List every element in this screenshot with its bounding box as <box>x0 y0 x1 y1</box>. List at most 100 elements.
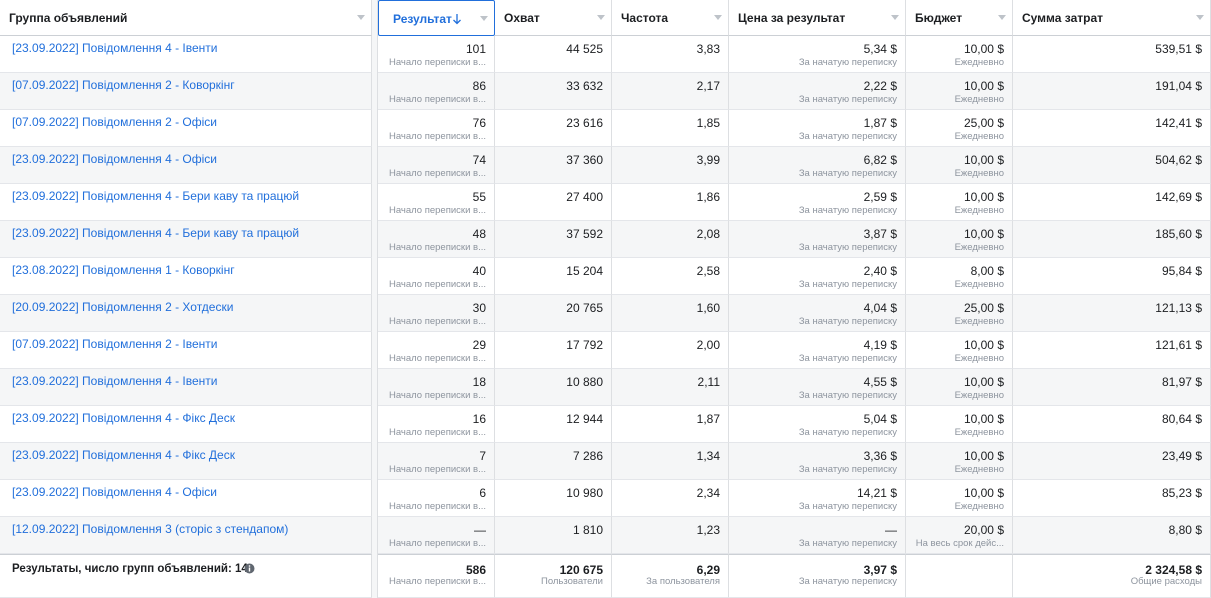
ad-group-link[interactable]: [23.09.2022] Повідомлення 4 - Бери каву … <box>12 226 300 240</box>
column-header[interactable]: Частота <box>612 0 729 36</box>
ad-group-link[interactable]: [07.09.2022] Повідомлення 2 - Івенти <box>12 337 218 351</box>
ad-group-link[interactable]: [23.09.2022] Повідомлення 4 - Івенти <box>12 41 218 55</box>
cell-subtitle: За начатую переписку <box>798 94 897 105</box>
cell-subtitle: Начало переписки в... <box>388 94 486 105</box>
cell-value: 14,21 $ <box>856 486 897 500</box>
cell-subtitle: Начало переписки в... <box>388 168 486 179</box>
dropdown-icon[interactable] <box>998 15 1006 21</box>
cell-value: 10,00 $ <box>963 190 1004 204</box>
cell-value: 191,04 $ <box>1155 79 1202 93</box>
cell-value: 101 <box>465 42 486 56</box>
header-label: Охват <box>504 11 540 25</box>
cell-value: 10,00 $ <box>963 227 1004 241</box>
table-cell: 2,00 <box>612 332 729 369</box>
cell-value: 8,00 $ <box>970 264 1004 278</box>
ad-group-link[interactable]: [07.09.2022] Повідомлення 2 - Коворкінг <box>12 78 235 92</box>
cell-value: 33 632 <box>566 79 603 93</box>
cell-subtitle: Ежедневно <box>954 168 1004 179</box>
cell-value: 1,87 <box>696 412 720 426</box>
table-cell: 74 Начало переписки в... <box>378 147 495 184</box>
table-cell: 2,40 $ За начатую переписку <box>729 258 906 295</box>
table-cell: [20.09.2022] Повідомлення 2 - Хотдески <box>0 295 372 332</box>
cell-value: 6,82 $ <box>863 153 897 167</box>
column-header[interactable]: Результат <box>378 0 495 36</box>
column-header[interactable]: Охват <box>495 0 612 36</box>
table-cell: 40 Начало переписки в... <box>378 258 495 295</box>
cell-value: 539,51 $ <box>1155 42 1202 56</box>
table-cell: 20 765 <box>495 295 612 332</box>
header-label: Частота <box>621 11 669 25</box>
table-cell: 10,00 $ Ежедневно <box>906 480 1013 517</box>
cell-value: 25,00 $ <box>963 301 1004 315</box>
dropdown-icon[interactable] <box>480 16 488 22</box>
table-cell: [23.09.2022] Повідомлення 4 - Івенти <box>0 369 372 406</box>
table-cell: [12.09.2022] Повідомлення 3 (сторіс з ст… <box>0 517 372 554</box>
cell-subtitle: Ежедневно <box>954 427 1004 438</box>
cell-subtitle: Начало переписки в... <box>388 501 486 512</box>
cell-value: 20 765 <box>566 301 603 315</box>
cell-value: 2,59 $ <box>863 190 897 204</box>
table-cell: 10,00 $ Ежедневно <box>906 221 1013 258</box>
cell-value: 23 616 <box>566 116 603 130</box>
ad-group-link[interactable]: [23.09.2022] Повідомлення 4 - Фікс Деск <box>12 411 235 425</box>
table-cell: 10,00 $ Ежедневно <box>906 332 1013 369</box>
cell-value: 55 <box>472 190 486 204</box>
footer-subtitle: За начатую переписку <box>798 576 897 587</box>
table-cell: 81,97 $ <box>1013 369 1211 406</box>
table-cell: 2,08 <box>612 221 729 258</box>
column-header[interactable]: Группа объявлений <box>0 0 372 36</box>
cell-subtitle: Ежедневно <box>954 316 1004 327</box>
cell-subtitle: За начатую переписку <box>798 316 897 327</box>
cell-value: 4,55 $ <box>863 375 897 389</box>
table-cell: 1,34 <box>612 443 729 480</box>
column-header[interactable]: Бюджет <box>906 0 1013 36</box>
dropdown-icon[interactable] <box>714 15 722 21</box>
ad-group-link[interactable]: [23.09.2022] Повідомлення 4 - Івенти <box>12 374 218 388</box>
footer-cell <box>906 554 1013 598</box>
column-header[interactable]: Сумма затрат <box>1013 0 1211 36</box>
table-cell: 3,83 <box>612 36 729 73</box>
cell-value: 2,40 $ <box>863 264 897 278</box>
table-cell: 3,99 <box>612 147 729 184</box>
dropdown-icon[interactable] <box>357 15 365 21</box>
table-cell: 3,36 $ За начатую переписку <box>729 443 906 480</box>
cell-value: 10,00 $ <box>963 449 1004 463</box>
ad-group-link[interactable]: [23.09.2022] Повідомлення 4 - Фікс Деск <box>12 448 235 462</box>
cell-subtitle: Ежедневно <box>954 501 1004 512</box>
table-cell: 101 Начало переписки в... <box>378 36 495 73</box>
table-cell: 185,60 $ <box>1013 221 1211 258</box>
ad-group-link[interactable]: [23.09.2022] Повідомлення 4 - Офіси <box>12 485 218 499</box>
ad-group-link[interactable]: [23.09.2022] Повідомлення 4 - Офіси <box>12 152 218 166</box>
dropdown-icon[interactable] <box>891 15 899 21</box>
cell-subtitle: Начало переписки в... <box>388 538 486 549</box>
info-icon[interactable] <box>244 563 255 574</box>
cell-value: 142,69 $ <box>1155 190 1202 204</box>
cell-value: 6 <box>479 486 486 500</box>
ad-group-link[interactable]: [12.09.2022] Повідомлення 3 (сторіс з ст… <box>12 522 289 536</box>
table-cell: 5,34 $ За начатую переписку <box>729 36 906 73</box>
cell-subtitle: За начатую переписку <box>798 464 897 475</box>
ad-group-link[interactable]: [07.09.2022] Повідомлення 2 - Офіси <box>12 115 218 129</box>
dropdown-icon[interactable] <box>597 15 605 21</box>
footer-cell: 2 324,58 $ Общие расходы <box>1013 554 1211 598</box>
table-cell: [07.09.2022] Повідомлення 2 - Коворкінг <box>0 73 372 110</box>
cell-value: 4,04 $ <box>863 301 897 315</box>
table-cell: [23.09.2022] Повідомлення 4 - Фікс Деск <box>0 443 372 480</box>
column-header[interactable]: Цена за результат <box>729 0 906 36</box>
ad-group-link[interactable]: [23.09.2022] Повідомлення 4 - Бери каву … <box>12 189 300 203</box>
table-cell: [23.09.2022] Повідомлення 4 - Офіси <box>0 147 372 184</box>
header-label: Группа объявлений <box>9 11 128 25</box>
footer-label: Результаты, число групп объявлений: 14 <box>12 563 248 575</box>
table-cell: 121,13 $ <box>1013 295 1211 332</box>
table-cell: 25,00 $ Ежедневно <box>906 295 1013 332</box>
table-cell: 7 286 <box>495 443 612 480</box>
cell-subtitle: Ежедневно <box>954 57 1004 68</box>
cell-value: 74 <box>472 153 486 167</box>
dropdown-icon[interactable] <box>1196 15 1204 21</box>
ad-group-link[interactable]: [23.08.2022] Повідомлення 1 - Коворкінг <box>12 263 235 277</box>
ad-group-link[interactable]: [20.09.2022] Повідомлення 2 - Хотдески <box>12 300 234 314</box>
cell-subtitle: За начатую переписку <box>798 501 897 512</box>
cell-value: — <box>885 523 897 537</box>
table-cell: 25,00 $ Ежедневно <box>906 110 1013 147</box>
